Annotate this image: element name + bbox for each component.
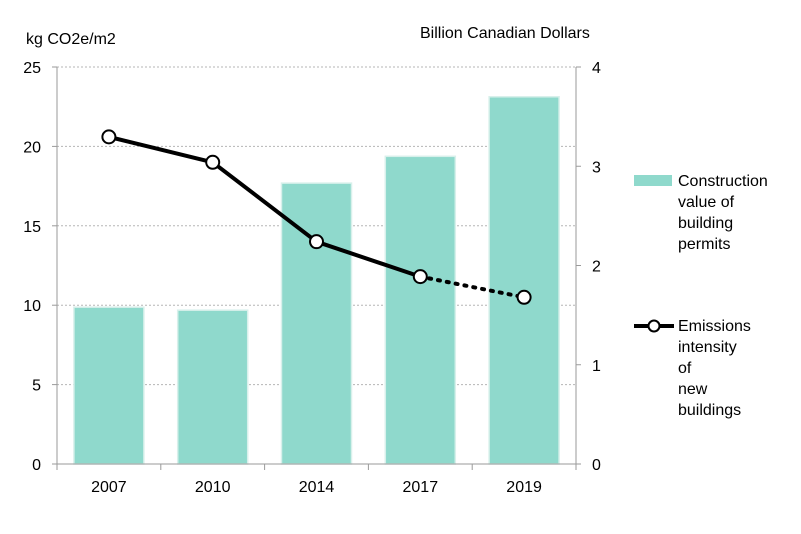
- bar-2014: [280, 182, 353, 465]
- bar-2017: [384, 155, 457, 465]
- x-tick-label: 2007: [91, 479, 127, 496]
- point-2017: [412, 269, 428, 285]
- right-tick-label: 0: [592, 457, 601, 474]
- line-segment-solid: [108, 134, 421, 279]
- x-tick-label: 2014: [299, 479, 335, 496]
- tick-labels: 0 5 10 15 20 25 0 1 2 3 4 2007 2010 2014 2017 2019: [23, 60, 601, 496]
- left-tick-label: 5: [32, 378, 41, 395]
- bar-2019: [488, 96, 560, 465]
- right-tick-label: 3: [592, 159, 601, 176]
- right-tick-label: 4: [592, 60, 601, 77]
- bars: [73, 96, 560, 465]
- legend-line-swatch: [634, 319, 674, 333]
- right-axis-title: Billion Canadian Dollars: [420, 25, 590, 42]
- point-2007: [101, 129, 117, 145]
- line-segment-projected: [418, 274, 527, 300]
- left-tick-label: 25: [23, 60, 41, 77]
- x-tick-label: 2017: [403, 479, 439, 496]
- point-2014: [309, 234, 324, 250]
- left-tick-label: 0: [32, 457, 41, 474]
- legend-bar-label: Construction value of building permits: [678, 173, 768, 253]
- left-tick-label: 20: [23, 139, 41, 156]
- bar-2007: [73, 306, 145, 465]
- x-tick-label: 2010: [195, 479, 231, 496]
- axes: [52, 66, 581, 470]
- left-tick-label: 10: [23, 298, 41, 315]
- right-tick-label: 2: [592, 259, 601, 276]
- legend-line-label: Emissions intensity of new buildings: [678, 318, 751, 419]
- x-tick-label: 2019: [506, 479, 542, 496]
- point-2019: [516, 289, 532, 305]
- legend-bar-swatch: [634, 175, 672, 186]
- point-2010: [205, 154, 221, 170]
- emissions-line: [101, 129, 532, 305]
- left-axis-title: kg CO2e/m2: [26, 31, 116, 48]
- right-tick-label: 1: [592, 358, 601, 375]
- bar-2010: [176, 309, 249, 465]
- left-tick-label: 15: [23, 219, 41, 236]
